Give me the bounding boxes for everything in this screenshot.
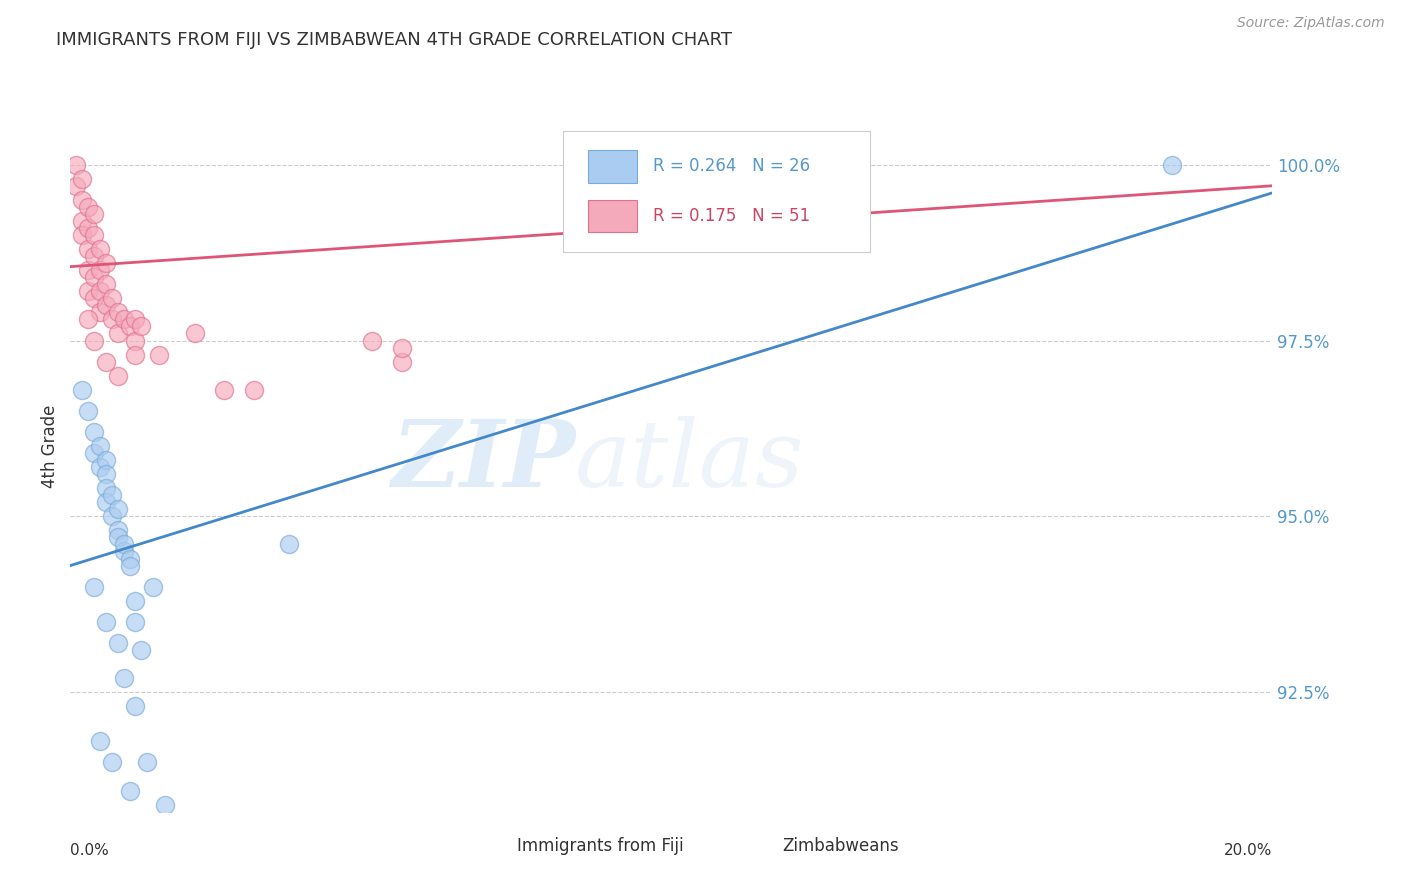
Point <box>107 502 129 516</box>
Point <box>94 495 117 509</box>
Point <box>153 797 176 812</box>
Point <box>94 298 117 312</box>
Point <box>83 207 105 221</box>
Point <box>124 593 146 607</box>
Point <box>94 481 117 495</box>
Point <box>107 636 129 650</box>
Point <box>100 291 122 305</box>
Point <box>148 348 170 362</box>
Point <box>83 270 105 285</box>
Point <box>70 227 93 242</box>
Point <box>131 319 153 334</box>
Text: atlas: atlas <box>575 416 804 506</box>
Point <box>77 200 100 214</box>
Point <box>65 178 87 193</box>
Point <box>107 530 129 544</box>
Point <box>107 305 129 319</box>
Point <box>124 615 146 629</box>
Point <box>278 537 301 551</box>
Point <box>70 171 93 186</box>
Point <box>77 221 100 235</box>
Point <box>124 334 146 348</box>
Text: ZIP: ZIP <box>391 416 575 506</box>
Point <box>94 354 117 368</box>
Point <box>77 242 100 256</box>
Point <box>83 334 105 348</box>
Point <box>107 368 129 383</box>
Point <box>100 312 122 326</box>
Point <box>361 334 384 348</box>
Point <box>107 326 129 341</box>
FancyBboxPatch shape <box>564 131 870 252</box>
Point <box>391 354 413 368</box>
Point <box>77 285 100 299</box>
Point <box>89 460 111 475</box>
Point <box>89 285 111 299</box>
Point <box>94 453 117 467</box>
Point <box>1160 158 1182 172</box>
Point <box>77 312 100 326</box>
Bar <box>479 835 506 857</box>
Bar <box>744 835 770 857</box>
Point <box>112 537 135 551</box>
Point <box>89 242 111 256</box>
Point <box>391 341 413 355</box>
Point <box>89 305 111 319</box>
Text: 20.0%: 20.0% <box>1225 843 1272 858</box>
Point <box>89 734 111 748</box>
Point <box>94 467 117 482</box>
Point <box>94 615 117 629</box>
Point <box>89 439 111 453</box>
Text: Zimbabweans: Zimbabweans <box>782 837 898 855</box>
Point <box>124 312 146 326</box>
Point <box>94 277 117 292</box>
Point <box>183 326 205 341</box>
Point <box>118 558 141 573</box>
Point <box>83 580 105 594</box>
Point <box>83 291 105 305</box>
Point <box>142 580 165 594</box>
Point <box>214 383 236 397</box>
Point <box>118 783 141 797</box>
Point <box>100 756 122 770</box>
Point <box>70 383 93 397</box>
Point <box>100 488 122 502</box>
Point <box>83 446 105 460</box>
Bar <box>589 150 637 183</box>
Text: Immigrants from Fiji: Immigrants from Fiji <box>517 837 685 855</box>
Point <box>118 319 141 334</box>
Y-axis label: 4th Grade: 4th Grade <box>41 404 59 488</box>
Point <box>112 312 135 326</box>
Point <box>83 425 105 439</box>
Text: IMMIGRANTS FROM FIJI VS ZIMBABWEAN 4TH GRADE CORRELATION CHART: IMMIGRANTS FROM FIJI VS ZIMBABWEAN 4TH G… <box>56 31 733 49</box>
Point <box>124 348 146 362</box>
Point <box>65 158 87 172</box>
Point <box>107 524 129 538</box>
Point <box>124 699 146 714</box>
Point <box>100 509 122 524</box>
Point <box>112 544 135 558</box>
Text: Source: ZipAtlas.com: Source: ZipAtlas.com <box>1237 16 1385 30</box>
Point <box>83 227 105 242</box>
Point <box>89 263 111 277</box>
Point <box>77 404 100 418</box>
Bar <box>589 200 637 233</box>
Point <box>112 671 135 685</box>
Point <box>70 193 93 207</box>
Point <box>70 214 93 228</box>
Text: R = 0.175   N = 51: R = 0.175 N = 51 <box>654 207 810 225</box>
Point <box>118 551 141 566</box>
Text: 0.0%: 0.0% <box>70 843 110 858</box>
Point <box>136 756 159 770</box>
Point <box>77 263 100 277</box>
Text: R = 0.264   N = 26: R = 0.264 N = 26 <box>654 157 810 175</box>
Point <box>83 249 105 263</box>
Point <box>243 383 266 397</box>
Point <box>131 643 153 657</box>
Point <box>94 256 117 270</box>
